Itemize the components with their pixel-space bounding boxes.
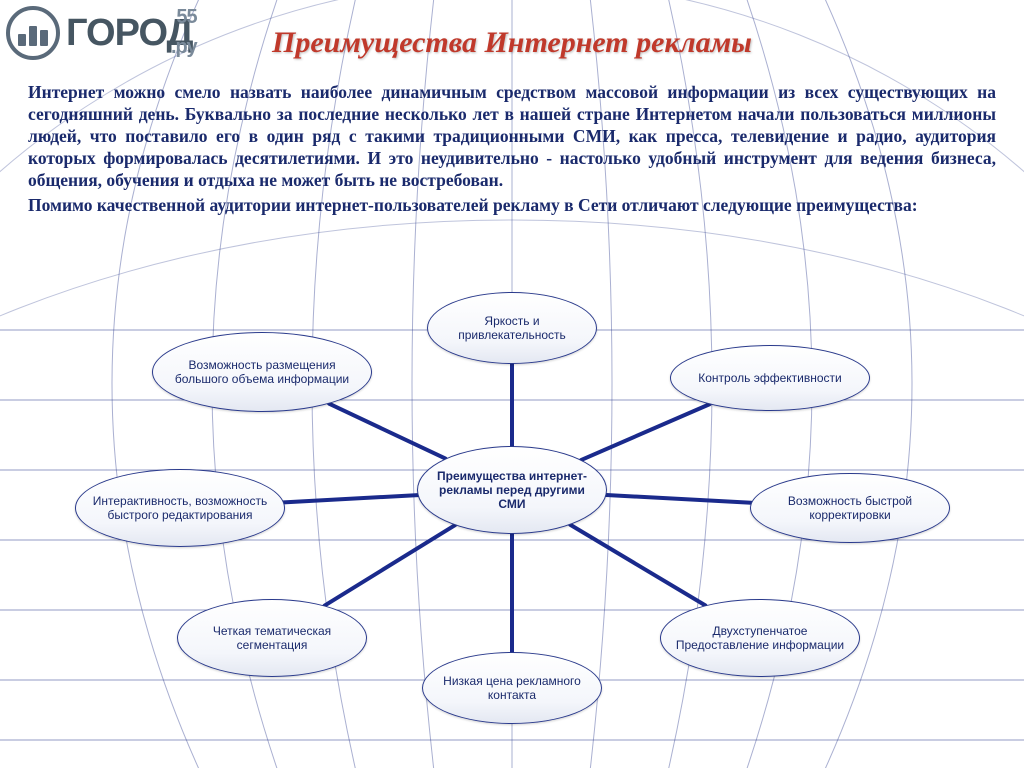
diagram-node: Интерактивность, возможность быстрого ре…	[75, 469, 285, 547]
diagram-center-node: Преимущества интернет-рекламы перед друг…	[417, 446, 607, 534]
diagram-node: Возможность быстрой корректировки	[750, 473, 950, 543]
diagram-node: Контроль эффективности	[670, 345, 870, 411]
diagram-node: Яркость и привлекательность	[427, 292, 597, 364]
diagram-node: Возможность размещения большого объема и…	[152, 332, 372, 412]
intro-text: Интернет можно смело назвать наиболее ди…	[28, 82, 996, 221]
diagram-node: Четкая тематическая сегментация	[177, 599, 367, 677]
logo-superscript: 55	[176, 8, 196, 26]
paragraph-1: Интернет можно смело назвать наиболее ди…	[28, 82, 996, 191]
advantages-diagram: Яркость и привлекательность Контроль эффе…	[0, 280, 1024, 768]
paragraph-2: Помимо качественной аудитории интернет-п…	[28, 195, 996, 217]
diagram-node: Низкая цена рекламного контакта	[422, 652, 602, 724]
page-title: Преимущества Интернет рекламы	[0, 26, 1024, 60]
diagram-node: Двухступенчатое Предоставление информаци…	[660, 599, 860, 677]
